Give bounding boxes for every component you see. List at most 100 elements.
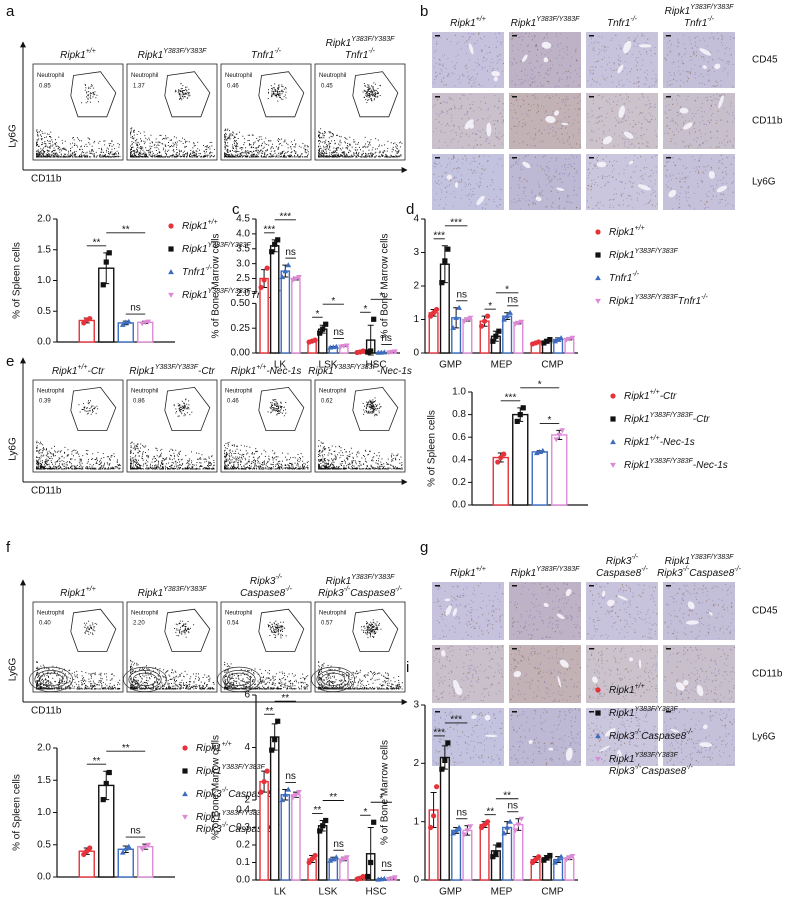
y-tick-label: 0.5 — [37, 306, 51, 317]
histology-texture — [587, 154, 658, 209]
genotype-label: Tnfr1-/- — [684, 16, 715, 28]
genotype-name: Ripk1 — [450, 568, 476, 579]
panel-label: a — [6, 3, 15, 20]
histology-texture — [510, 648, 582, 702]
data-point — [456, 824, 462, 830]
gate — [352, 71, 399, 118]
data-point — [507, 818, 513, 824]
data-point — [555, 336, 561, 342]
y-tick-label: 0.0 — [37, 337, 51, 348]
histology-texture — [511, 708, 581, 765]
y-axis-label: % of Bone Marrow cells — [380, 740, 391, 845]
significance-label: * — [379, 291, 383, 302]
genotype-label: Tnfr1-/- — [607, 16, 638, 28]
genotype-label: Ripk1Y383F/Y383F — [609, 248, 678, 260]
vessel — [548, 747, 554, 751]
data-point — [142, 844, 149, 850]
genotype-label: Ripk1+/+ — [60, 586, 96, 598]
bar — [317, 825, 328, 881]
data-point — [392, 349, 398, 355]
histology-texture — [666, 94, 731, 148]
genotype-label: Ripk1+/+-Nec-1s — [231, 364, 302, 376]
genotype-superscript: -/- — [683, 566, 690, 573]
bar — [492, 456, 509, 506]
data-point — [371, 819, 377, 825]
data-point — [461, 832, 468, 838]
vessel — [596, 161, 607, 168]
genotype-label: Ripk1+/+ — [196, 741, 232, 753]
genotype-superscript: Y383F/Y383F — [163, 48, 207, 55]
scale-bar — [435, 35, 440, 37]
genotype-name: Tnfr1 — [609, 273, 632, 284]
vessel — [696, 685, 704, 697]
data-point — [504, 313, 510, 319]
data-point — [341, 856, 347, 862]
significance-label: ns — [507, 800, 518, 811]
flow-plot-frame — [220, 601, 312, 693]
histology-image — [509, 93, 581, 149]
significance-label: ns — [456, 289, 467, 300]
panel-label: g — [420, 539, 428, 556]
data-point — [282, 268, 289, 274]
data-point — [344, 343, 350, 349]
gate — [258, 386, 305, 432]
genotype-superscript: +/+ — [476, 566, 486, 573]
histology-texture — [589, 583, 657, 639]
histology-texture — [588, 647, 658, 699]
genotype-name: -Nec-1s — [660, 437, 695, 448]
genotype-label: Ripk3-/- — [250, 574, 283, 586]
data-point — [461, 319, 468, 324]
vessel — [522, 161, 531, 169]
histology-texture — [510, 93, 581, 148]
genotype-name: Ripk1 — [624, 460, 650, 471]
genotype-superscript: -/- — [275, 574, 282, 581]
panel-label: b — [420, 3, 428, 20]
genotype-superscript: +/+ — [86, 586, 96, 593]
significance-label: ns — [333, 839, 344, 850]
significance-label: ** — [122, 224, 130, 235]
bar — [137, 321, 154, 343]
data-point — [445, 740, 451, 746]
genotype-superscript: +/+ — [635, 683, 645, 690]
genotype-name: -Ctr — [198, 366, 215, 377]
data-point — [125, 843, 132, 849]
density-contour — [38, 672, 64, 687]
genotype-superscript: +/+ — [86, 48, 96, 55]
y-tick-label: 4.5 — [236, 214, 250, 225]
y-tick-label: 3.0 — [236, 258, 250, 269]
bar — [462, 829, 473, 881]
data-point — [338, 858, 344, 864]
density-contour — [123, 666, 167, 692]
genotype-name: Ripk1 — [624, 437, 650, 448]
flow-plot-frame — [32, 601, 124, 693]
vessel — [471, 714, 477, 720]
vessel — [683, 679, 689, 686]
significance-label: ns — [333, 327, 344, 338]
vessel — [476, 195, 485, 206]
significance-label: ** — [93, 237, 101, 248]
data-point — [312, 852, 318, 859]
data-point — [320, 326, 326, 332]
gate-name: Neutrophil — [319, 389, 346, 395]
data-point — [552, 338, 558, 344]
bar — [551, 434, 568, 506]
significance-label: ** — [122, 743, 130, 754]
y-tick-label: 1.0 — [37, 275, 51, 286]
histology-image — [432, 154, 504, 210]
genotype-name: Tnfr1 — [345, 50, 368, 61]
scale-bar — [435, 648, 440, 650]
bar — [137, 845, 154, 878]
data-point — [501, 316, 507, 322]
y-tick-label: 2 — [413, 758, 419, 769]
y-tick-label: 2.0 — [37, 214, 51, 225]
data-point — [517, 412, 523, 418]
genotype-superscript: +/+ — [256, 364, 266, 371]
genotype-name: Ripk3 — [250, 576, 276, 587]
data-point — [558, 335, 564, 340]
vessel — [616, 750, 622, 761]
genotype-name: Tnfr1 — [607, 18, 630, 29]
gate-percent: 0.85 — [39, 84, 51, 90]
data-point — [275, 237, 281, 243]
legend-marker — [610, 439, 616, 445]
density-contour — [34, 670, 68, 689]
